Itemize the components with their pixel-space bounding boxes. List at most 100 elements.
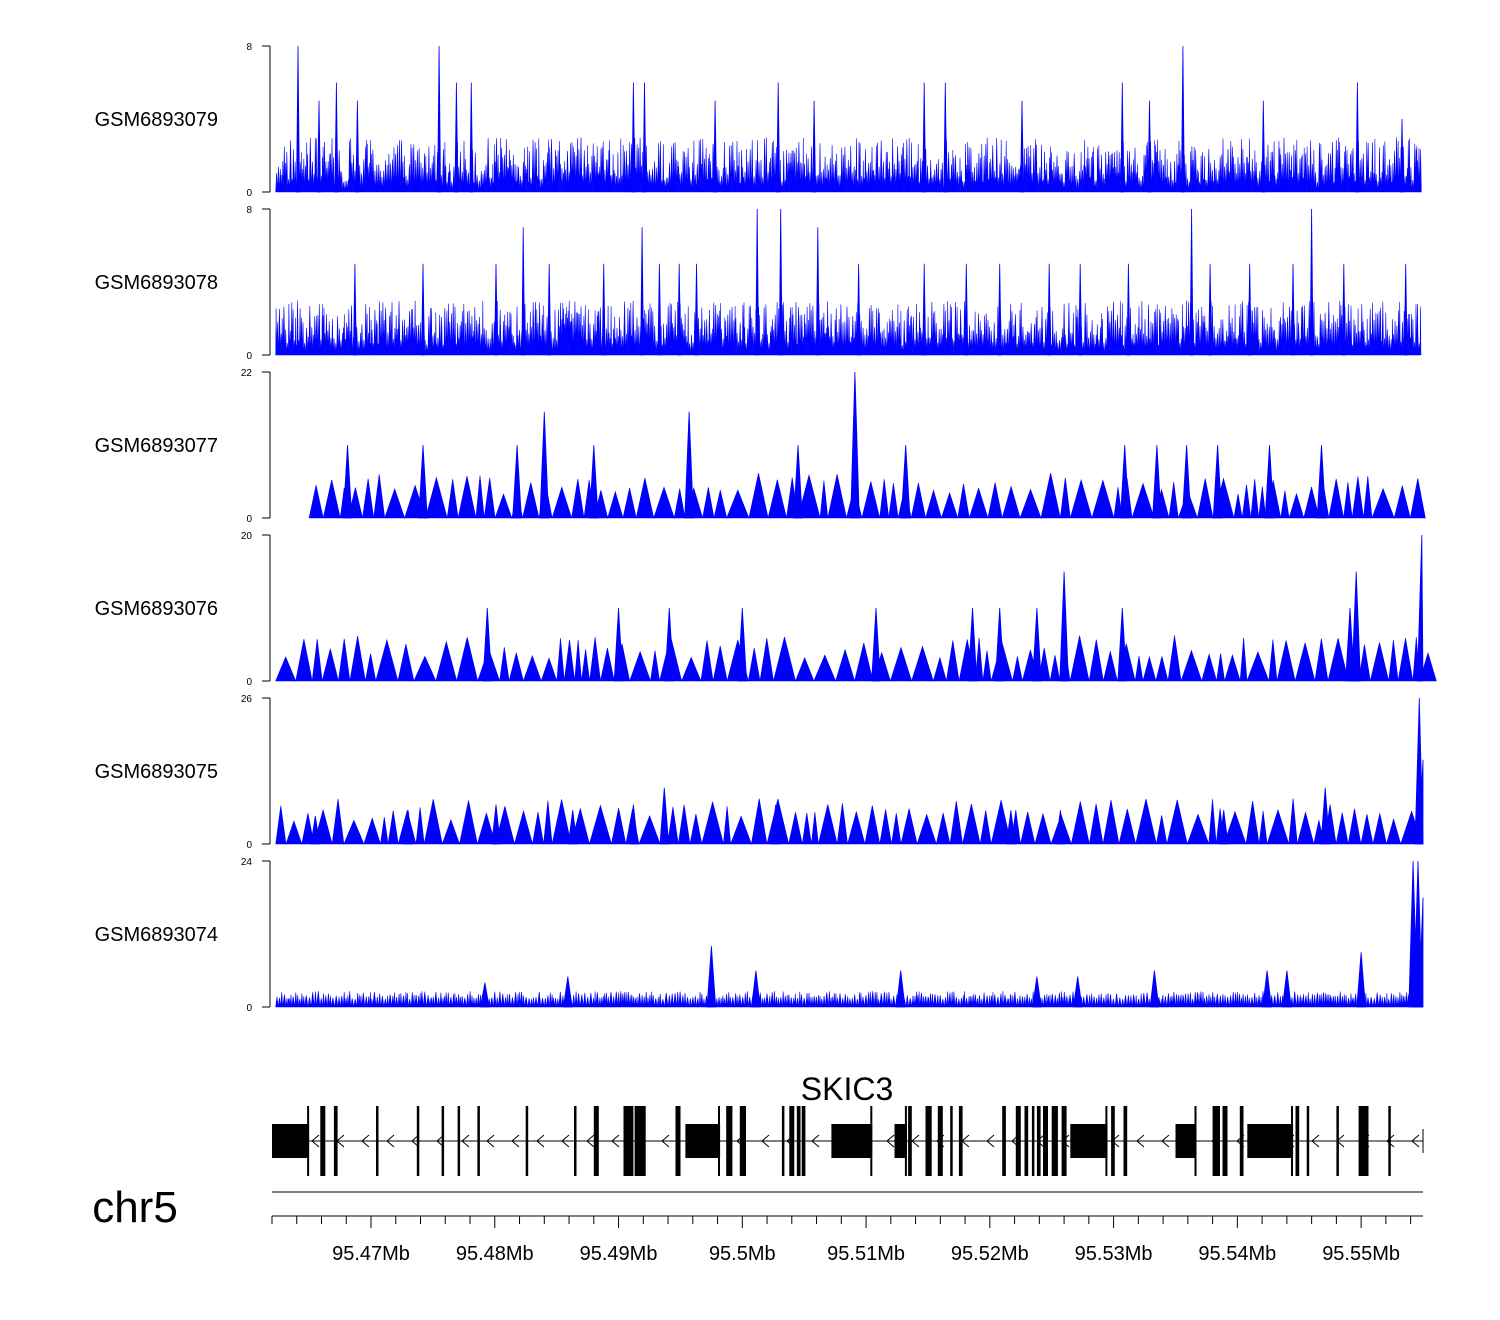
coverage-peak (1126, 263, 1131, 356)
exon (457, 1106, 461, 1176)
coverage-track: GSM6893078 8 0 (95, 205, 1422, 362)
coverage-peak (642, 82, 647, 193)
coverage-area (275, 137, 1422, 193)
coverage-peak (296, 45, 300, 193)
strand-arrow (411, 1134, 420, 1148)
coverage-peak (997, 263, 1002, 356)
exon (1336, 1106, 1339, 1176)
exon (739, 1106, 746, 1176)
strand-arrow (761, 1134, 770, 1148)
gene-name-label: SKIC3 (801, 1071, 893, 1107)
coverage-peak (1032, 976, 1042, 1008)
coverage-peak (1309, 208, 1314, 356)
coverage-peak (613, 607, 624, 682)
strand-arrow (1311, 1134, 1320, 1148)
exon (1306, 1106, 1310, 1176)
exon (416, 1106, 420, 1176)
coverage-peak (1119, 444, 1130, 519)
strand-arrow (561, 1134, 570, 1148)
coverage-track: GSM6893075 26 0 (95, 694, 1424, 851)
coverage-peak (1006, 810, 1016, 845)
coverage-peak (1152, 444, 1162, 519)
axis-tick-label: 95.47Mb (332, 1243, 410, 1265)
coverage-peak (900, 444, 911, 519)
coverage-peak (547, 263, 552, 356)
coverage-peak (334, 82, 339, 193)
coverage-peak (1345, 607, 1355, 682)
exon (894, 1124, 907, 1158)
coverage-peak (1282, 970, 1292, 1008)
coverage-peak (1416, 534, 1424, 682)
coverage-peak (631, 82, 636, 193)
coverage-peak (770, 804, 781, 845)
y-tick-label: 0 (246, 188, 252, 199)
track-label: GSM6893074 (95, 924, 218, 946)
y-tick-label: 8 (246, 42, 252, 53)
exon (1070, 1124, 1108, 1158)
exon (1015, 1106, 1021, 1176)
gene-annotation-track: SKIC3 (272, 1071, 1424, 1176)
exon (525, 1106, 529, 1176)
exon (376, 1106, 379, 1176)
coverage-peak (1117, 607, 1128, 682)
exon-edge (1194, 1106, 1197, 1176)
coverage-peak (994, 607, 1005, 682)
track-label: GSM6893079 (95, 109, 218, 131)
coverage-peak (482, 607, 493, 682)
coverage-peak (1264, 444, 1275, 519)
y-tick-label: 0 (246, 677, 252, 688)
coverage-peak (601, 263, 606, 356)
coverage-area (275, 798, 1423, 846)
coverage-peak (856, 263, 861, 356)
exon (333, 1106, 338, 1176)
coverage-peak (352, 263, 357, 356)
coverage-peak (778, 208, 783, 356)
coverage-peak (1262, 970, 1272, 1008)
coverage-peak (421, 263, 425, 356)
exon (1002, 1106, 1006, 1176)
coverage-peak (1120, 82, 1125, 193)
exon-edge (1105, 1106, 1108, 1176)
coverage-peak (1218, 810, 1229, 845)
coverage-peak (1316, 444, 1327, 519)
coverage-peak (1147, 100, 1152, 193)
strand-arrow (811, 1134, 820, 1148)
coverage-peak (1180, 45, 1185, 193)
coverage-peak (1059, 571, 1069, 682)
exon (831, 1124, 873, 1158)
exon (477, 1106, 480, 1176)
exon (593, 1106, 599, 1176)
y-tick-label: 20 (241, 531, 253, 542)
coverage-peak (1047, 263, 1052, 356)
coverage-peak (491, 804, 501, 845)
coverage-peak (751, 970, 761, 1008)
coverage-peak (454, 82, 459, 193)
strand-arrow (311, 1134, 320, 1148)
coverage-peak (967, 607, 978, 682)
coverage-peak (1356, 952, 1366, 1008)
coverage-peak (850, 371, 860, 519)
coverage-peak (1212, 444, 1223, 519)
coverage-peak (539, 411, 550, 519)
coverage-track: GSM6893074 24 0 (95, 857, 1424, 1014)
coverage-peak (922, 263, 927, 356)
strand-arrow (386, 1134, 395, 1148)
coverage-area (275, 635, 1437, 683)
y-tick-label: 0 (246, 514, 252, 525)
exon (1111, 1106, 1115, 1176)
coverage-peak (922, 82, 927, 193)
track-label: GSM6893078 (95, 272, 218, 294)
coverage-peak (494, 263, 498, 356)
coverage-peak (659, 787, 670, 845)
exon (1061, 1106, 1067, 1176)
exon (950, 1106, 953, 1176)
coverage-peak (1208, 263, 1213, 356)
coverage-peak (567, 810, 578, 845)
coverage-peak (815, 227, 820, 356)
strand-arrow (911, 1134, 920, 1148)
coverage-peak (793, 444, 803, 519)
coverage-area (275, 300, 1422, 356)
exon (726, 1106, 733, 1176)
strand-arrow (361, 1134, 370, 1148)
y-tick-label: 8 (246, 205, 252, 216)
